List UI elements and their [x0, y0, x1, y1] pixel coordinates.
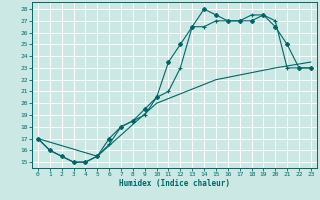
- X-axis label: Humidex (Indice chaleur): Humidex (Indice chaleur): [119, 179, 230, 188]
